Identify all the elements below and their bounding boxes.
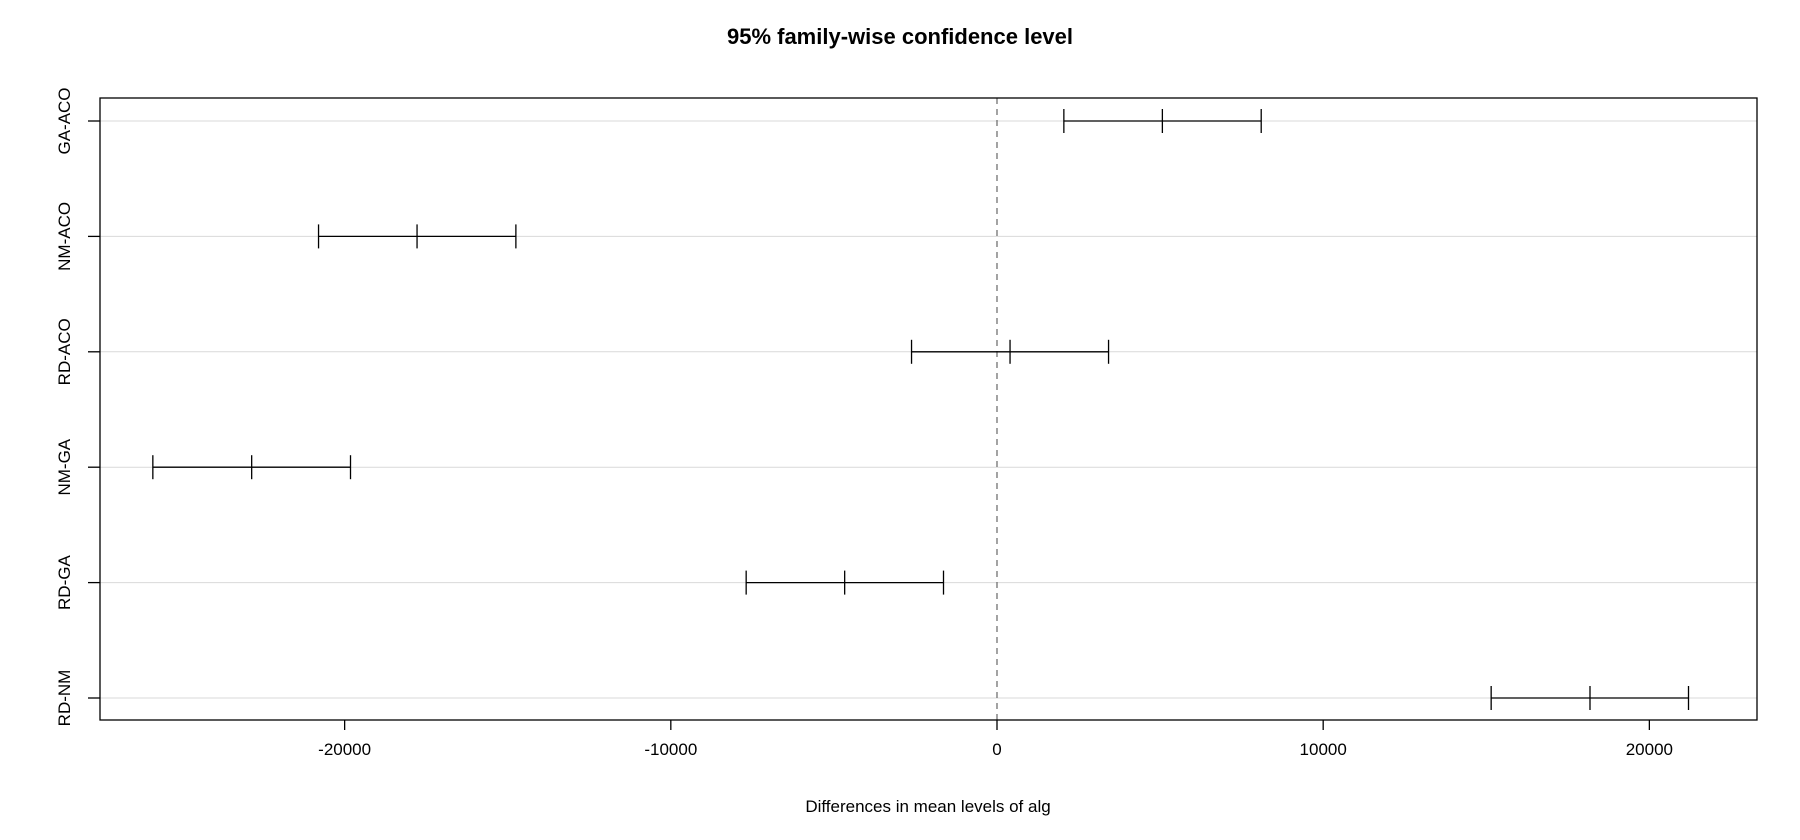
y-tick-label: RD-NM: [55, 670, 74, 727]
chart-title: 95% family-wise confidence level: [727, 24, 1073, 49]
x-tick-label: 0: [992, 740, 1001, 759]
intervals: [152, 109, 1690, 710]
grid: [100, 120, 1757, 699]
y-tick-label: NM-GA: [55, 438, 74, 495]
x-axis-title: Differences in mean levels of alg: [805, 797, 1050, 816]
y-tick-label: GA-ACO: [55, 87, 74, 154]
x-tick-label: -10000: [644, 740, 697, 759]
y-tick-label: RD-GA: [55, 555, 74, 610]
x-axis: -20000 -10000 0 10000 20000: [318, 720, 1673, 759]
y-axis: GA-ACO NM-ACO RD-ACO NM-GA RD-GA RD-NM: [55, 87, 100, 726]
x-tick-label: -20000: [318, 740, 371, 759]
y-tick-label: NM-ACO: [55, 202, 74, 271]
x-tick-label: 20000: [1626, 740, 1673, 759]
plot-frame: [99, 97, 1758, 721]
y-tick-label: RD-ACO: [55, 318, 74, 385]
x-tick-label: 10000: [1300, 740, 1347, 759]
